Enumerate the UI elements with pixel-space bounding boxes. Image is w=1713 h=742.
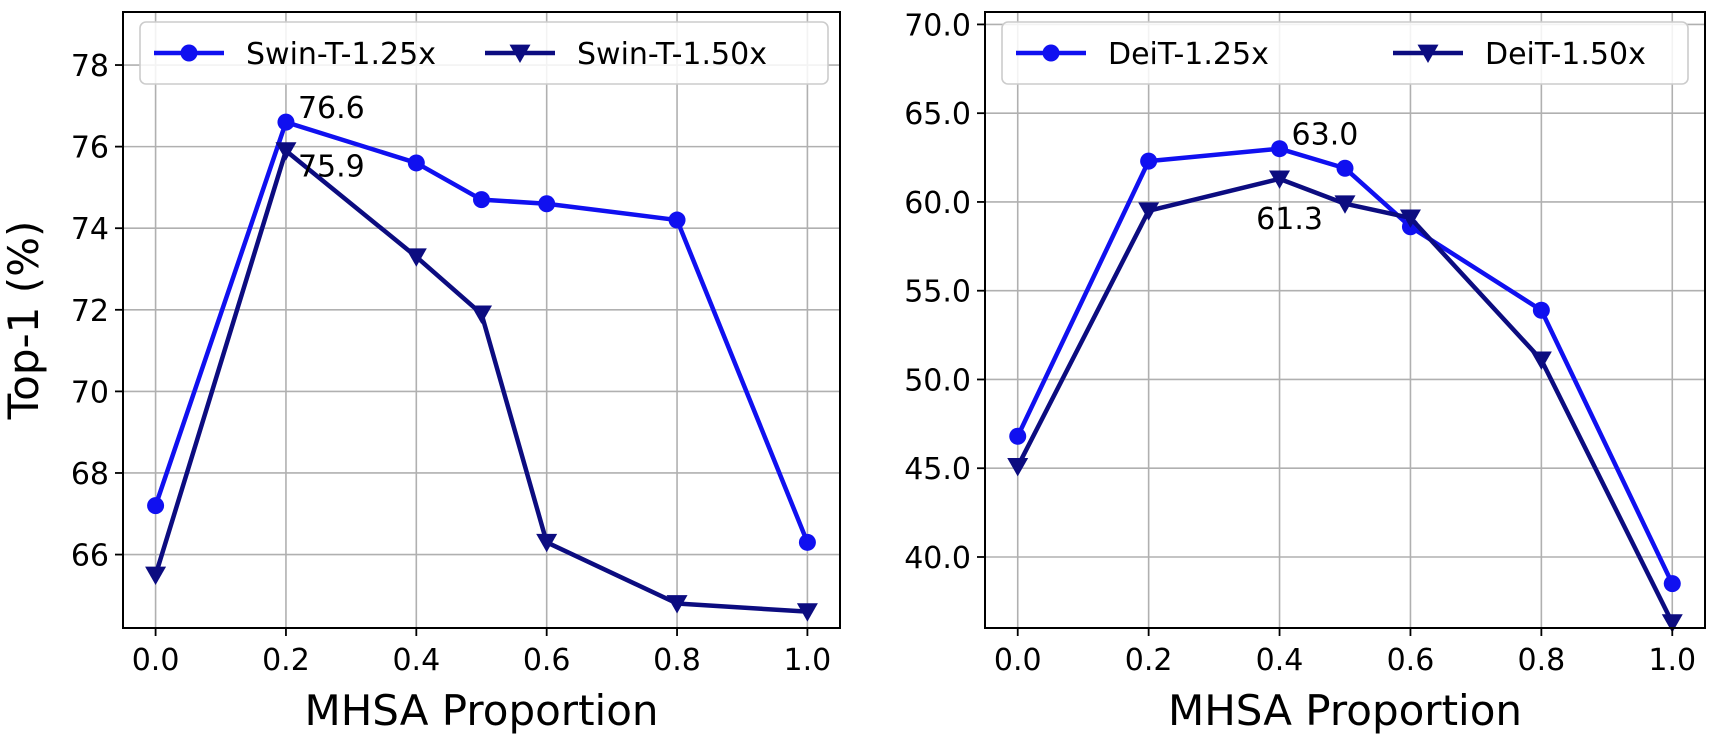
subplot-1: 76.6 75.9 0.0 0.2 0.4 0.6 0.8 1.0 66 68 70 72 74 76 78… [0,11,841,735]
y-tick-label: 50.0 [904,363,971,398]
y-tick-label: 66 [71,539,109,574]
legend-marker-DeiT-1.25x [1042,44,1060,62]
series-line-DeiT-1.25x [1015,146,1675,585]
data-point-DeiT-1.25x [1663,575,1681,593]
x-tick-label: 0.8 [653,643,701,678]
data-point-DeiT-1.25x [1271,140,1289,158]
y-tick-label: 60.0 [904,186,971,221]
legend-label: DeiT-1.50x [1485,37,1646,72]
x-tick-label: 0.4 [1256,643,1304,678]
data-point-Swin-T-1.50x [471,305,492,324]
x-axis-label: MHSA Proportion [304,686,658,735]
data-point-DeiT-1.25x [1009,427,1027,445]
y-tick-label: 55.0 [904,275,971,310]
data-point-DeiT-1.50x [1399,209,1421,228]
series-line-DeiT-1.50x [1015,176,1675,624]
y-tick-label: 72 [71,294,109,329]
axes-frame [122,11,841,629]
x-tick-label: 0.2 [1125,643,1173,678]
legend-box [139,21,829,85]
legend: Swin-T-1.25x Swin-T-1.50x [139,21,829,85]
data-point-Swin-T-1.25x [538,195,556,213]
x-axis-label: MHSA Proportion [1168,686,1522,735]
data-label: 63.0 [1292,118,1359,153]
data-point-DeiT-1.25x [1336,159,1354,177]
x-tick-label: 0.6 [1387,643,1435,678]
data-label: 76.6 [298,91,365,126]
x-tick-label: 0.2 [262,643,310,678]
y-tick-label: 40.0 [904,541,971,576]
axes-frame [984,11,1706,629]
y-tick-label: 78 [71,49,109,84]
x-tick-label: 1.0 [784,643,832,678]
x-tick-label: 0.0 [994,643,1042,678]
x-tick-label: 0.0 [132,643,180,678]
x-tick-label: 0.8 [1518,643,1566,678]
x-tick-label: 1.0 [1648,643,1696,678]
data-point-Swin-T-1.50x [796,603,818,622]
data-point-DeiT-1.50x [1269,170,1291,189]
y-axis-label: Top-1 (%) [0,221,48,421]
data-point-DeiT-1.50x [1334,195,1356,214]
y-tick-label: 76 [71,131,109,166]
legend: DeiT-1.25x DeiT-1.50x [1001,21,1689,85]
x-tick-label: 0.4 [392,643,440,678]
legend-box [1001,21,1689,85]
y-tick-label: 70 [71,375,109,410]
series-line-Swin-T-1.25x [153,119,810,544]
data-point-DeiT-1.50x [1138,202,1160,221]
data-point-Swin-T-1.25x [473,191,490,209]
data-point-Swin-T-1.50x [145,566,167,585]
y-tick-label: 65.0 [904,97,971,132]
legend-label: DeiT-1.25x [1108,37,1269,72]
x-tick-label: 0.6 [523,643,571,678]
data-label: 61.3 [1256,202,1323,237]
data-point-DeiT-1.25x [1532,301,1550,319]
data-point-DeiT-1.50x [1530,351,1552,370]
data-point-Swin-T-1.50x [405,248,427,267]
legend-label: Swin-T-1.50x [577,37,767,72]
data-point-Swin-T-1.50x [536,533,558,553]
y-tick-label: 70.0 [904,8,971,43]
y-tick-label: 74 [71,212,109,247]
legend-marker-Swin-T-1.25x [180,44,198,62]
data-point-Swin-T-1.25x [407,154,425,172]
data-label: 75.9 [298,150,365,185]
data-point-Swin-T-1.25x [277,113,295,131]
legend-marker-DeiT-1.50x [1417,44,1439,63]
data-point-DeiT-1.50x [1007,458,1029,477]
data-point-Swin-T-1.50x [666,595,688,614]
legend-label: Swin-T-1.25x [246,37,436,72]
legend-marker-Swin-T-1.50x [509,44,531,63]
data-point-Swin-T-1.25x [147,497,165,515]
data-point-Swin-T-1.50x [275,142,297,161]
data-point-Swin-T-1.25x [668,211,686,229]
y-tick-label: 68 [71,457,109,492]
data-point-DeiT-1.50x [1661,614,1683,633]
y-tick-label: 45.0 [904,452,971,487]
data-point-Swin-T-1.25x [798,533,816,551]
data-point-DeiT-1.25x [1140,152,1158,170]
subplot-2: 63.0 61.3 0.0 0.2 0.4 0.6 0.8 1.0 40.0 45.0 50.0 55… [904,8,1706,735]
